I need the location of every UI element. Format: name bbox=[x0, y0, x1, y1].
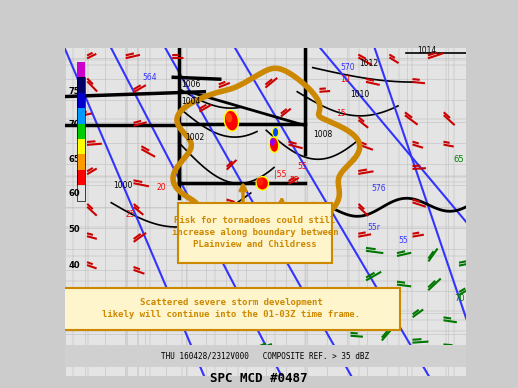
FancyBboxPatch shape bbox=[178, 203, 332, 263]
Text: Scattered severe storm development
likely will continue into the 01-03Z time fra: Scattered severe storm development likel… bbox=[103, 298, 361, 319]
Text: 1014: 1014 bbox=[418, 46, 437, 55]
Text: 55r: 55r bbox=[367, 223, 380, 232]
Text: SPC MCD #0487: SPC MCD #0487 bbox=[210, 372, 308, 385]
Text: |55: |55 bbox=[274, 170, 286, 178]
Bar bbox=[77, 108, 85, 123]
Ellipse shape bbox=[224, 110, 239, 131]
Text: 570: 570 bbox=[340, 62, 354, 71]
Text: 1004: 1004 bbox=[181, 97, 200, 106]
Text: 15: 15 bbox=[336, 109, 346, 118]
Bar bbox=[77, 139, 85, 154]
Bar bbox=[77, 77, 85, 201]
Ellipse shape bbox=[272, 127, 279, 137]
Ellipse shape bbox=[270, 138, 275, 146]
Text: 576: 576 bbox=[371, 184, 385, 193]
Text: 55: 55 bbox=[398, 236, 408, 245]
Text: 65: 65 bbox=[68, 155, 80, 164]
Bar bbox=[77, 62, 85, 77]
Text: 1002: 1002 bbox=[185, 133, 204, 142]
Text: 40: 40 bbox=[68, 261, 80, 270]
Text: 65: 65 bbox=[454, 155, 465, 164]
Text: 1006: 1006 bbox=[181, 80, 200, 89]
Text: 55: 55 bbox=[297, 162, 307, 171]
Bar bbox=[77, 154, 85, 170]
Text: 1012: 1012 bbox=[359, 59, 378, 68]
Text: 1000: 1000 bbox=[113, 181, 132, 190]
Text: 55: 55 bbox=[290, 177, 299, 185]
Text: 25: 25 bbox=[125, 210, 135, 219]
Bar bbox=[77, 77, 85, 93]
Bar bbox=[77, 123, 85, 139]
Ellipse shape bbox=[256, 177, 268, 190]
FancyBboxPatch shape bbox=[63, 288, 399, 330]
Text: 20: 20 bbox=[156, 183, 166, 192]
Text: 1010: 1010 bbox=[350, 90, 369, 99]
Text: 60: 60 bbox=[68, 189, 80, 198]
Bar bbox=[77, 170, 85, 185]
Ellipse shape bbox=[269, 137, 279, 152]
Text: 1008: 1008 bbox=[313, 130, 332, 139]
Text: 70: 70 bbox=[454, 294, 465, 303]
Text: 50: 50 bbox=[68, 225, 80, 234]
Text: Risk for tornadoes could still
increase along boundary between
PLainview and Chi: Risk for tornadoes could still increase … bbox=[171, 216, 338, 249]
Text: 70: 70 bbox=[68, 120, 80, 130]
Text: 75: 75 bbox=[68, 87, 80, 96]
Bar bbox=[65, 345, 466, 367]
Ellipse shape bbox=[256, 178, 264, 185]
Text: 10: 10 bbox=[340, 75, 350, 84]
Text: 1000: 1000 bbox=[265, 220, 284, 229]
Ellipse shape bbox=[226, 113, 232, 123]
Text: THU 160428/2312V000   COMPOSITE REF. > 35 dBZ: THU 160428/2312V000 COMPOSITE REF. > 35 … bbox=[161, 352, 369, 360]
Text: 35: 35 bbox=[68, 288, 80, 296]
Text: 564: 564 bbox=[142, 73, 157, 82]
Bar bbox=[77, 93, 85, 108]
